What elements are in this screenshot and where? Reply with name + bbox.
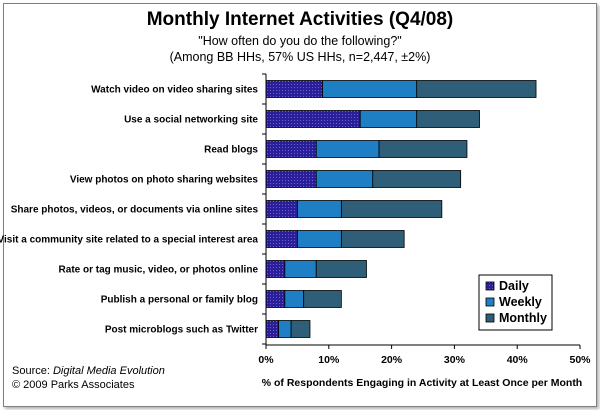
legend-swatch-weekly: [485, 297, 495, 307]
bar-weekly: [284, 260, 317, 278]
bar-weekly: [315, 170, 374, 188]
bar-monthly: [416, 80, 537, 98]
category-label: Watch video on video sharing sites: [91, 85, 258, 96]
bar-monthly: [303, 290, 342, 308]
bars-layer: [265, 80, 537, 338]
bar-daily: [265, 80, 323, 98]
bar-monthly: [372, 170, 462, 188]
bar-daily: [265, 260, 286, 278]
category-label: Read blogs: [204, 145, 258, 156]
source-note: Source: Digital Media Evolution: [12, 365, 165, 377]
bar-daily: [265, 200, 298, 218]
x-tick-label: 10%: [318, 354, 340, 366]
category-label: Visit a community site related to a spec…: [0, 235, 258, 246]
legend-label-weekly: Weekly: [499, 295, 542, 309]
bar-weekly: [322, 80, 418, 98]
bar-daily: [265, 230, 298, 248]
category-labels: Watch video on video sharing sites Use a …: [0, 85, 258, 336]
chart-title: Monthly Internet Activities (Q4/08): [146, 9, 454, 30]
category-label: Use a social networking site: [124, 115, 258, 126]
category-label: Publish a personal or family blog: [101, 295, 258, 306]
x-axis: 0% 10% 20% 30% 40% 50%: [258, 73, 591, 366]
category-label: View photos on photo sharing websites: [70, 175, 259, 186]
category-label: Rate or tag music, video, or photos onli…: [59, 265, 259, 276]
x-tick-label: 50%: [569, 354, 591, 366]
bar-monthly: [315, 260, 367, 278]
legend: Daily Weekly Monthly: [478, 274, 553, 331]
legend-label-monthly: Monthly: [499, 311, 547, 325]
bar-weekly: [296, 230, 342, 248]
bar-monthly: [340, 230, 405, 248]
x-axis-title: % of Respondents Engaging in Activity at…: [262, 377, 582, 389]
chart-subtitle-sample: (Among BB HHs, 57% US HHs, n=2,447, ±2%): [169, 50, 431, 64]
bar-monthly: [416, 110, 480, 128]
bar-monthly: [378, 140, 468, 158]
chart-subtitle: "How often do you do the following?": [198, 34, 402, 48]
legend-swatch-monthly: [485, 313, 495, 323]
x-tick-label: 30%: [444, 354, 466, 366]
bar-weekly: [284, 290, 305, 308]
legend-label-daily: Daily: [499, 279, 529, 293]
category-label: Share photos, videos, or documents via o…: [11, 205, 259, 216]
bar-daily: [265, 320, 279, 338]
bar-monthly: [340, 200, 443, 218]
x-tick-label: 0%: [258, 354, 274, 366]
bar-daily: [265, 290, 286, 308]
bar-daily: [265, 140, 317, 158]
bar-monthly: [290, 320, 311, 338]
bar-weekly: [359, 110, 418, 128]
copyright-note: © 2009 Parks Associates: [12, 379, 135, 391]
bar-weekly: [278, 320, 292, 338]
x-tick-label: 40%: [507, 354, 529, 366]
bar-daily: [265, 110, 361, 128]
bar-weekly: [296, 200, 342, 218]
source-prefix: Source:: [12, 365, 53, 377]
legend-swatch-daily: [485, 281, 495, 291]
source-name: Digital Media Evolution: [52, 365, 165, 377]
x-tick-label: 20%: [381, 354, 403, 366]
category-label: Post microblogs such as Twitter: [105, 325, 258, 336]
bar-daily: [265, 170, 317, 188]
bar-weekly: [315, 140, 380, 158]
